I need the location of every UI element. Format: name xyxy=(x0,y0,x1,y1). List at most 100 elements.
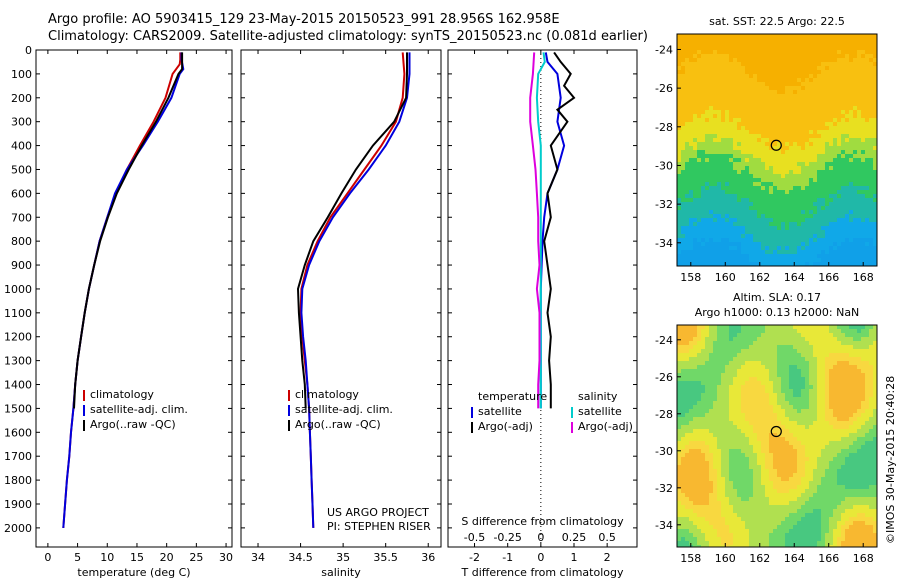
sst-cell xyxy=(721,98,726,103)
sla-cell xyxy=(785,365,790,370)
sst-cell xyxy=(697,138,702,143)
sla-cell xyxy=(773,429,778,434)
sst-cell xyxy=(841,86,846,91)
sst-cell xyxy=(737,74,742,79)
sst-cell xyxy=(813,50,818,55)
sst-cell xyxy=(845,110,850,115)
sla-cell xyxy=(677,445,682,450)
sst-cell xyxy=(681,166,686,171)
sst-cell xyxy=(817,146,822,151)
sla-cell xyxy=(849,385,854,390)
sst-cell xyxy=(677,82,682,87)
sst-cell xyxy=(833,254,838,259)
sst-cell xyxy=(753,150,758,155)
sst-cell xyxy=(849,258,854,263)
sla-cell xyxy=(821,333,826,338)
sst-cell xyxy=(773,170,778,175)
sst-cell xyxy=(801,178,806,183)
sst-cell xyxy=(789,34,794,39)
sst-cell xyxy=(705,34,710,39)
sst-cell xyxy=(745,46,750,51)
depth-tick-label: 700 xyxy=(11,211,32,224)
sst-cell xyxy=(813,242,818,247)
sla-cell xyxy=(725,425,730,430)
sst-cell xyxy=(773,150,778,155)
legend-group-title: salinity xyxy=(578,390,618,403)
sst-cell xyxy=(837,262,842,266)
sst-cell xyxy=(869,98,874,103)
sst-cell xyxy=(737,134,742,139)
lon-tick-label: 162 xyxy=(749,271,770,284)
sla-cell xyxy=(725,453,730,458)
sla-cell xyxy=(749,357,754,362)
sst-cell xyxy=(797,110,802,115)
sst-cell xyxy=(701,230,706,235)
sst-cell xyxy=(869,238,874,243)
sst-cell xyxy=(717,206,722,211)
sst-cell xyxy=(769,190,774,195)
sla-cell xyxy=(737,425,742,430)
sst-cell xyxy=(721,38,726,43)
sst-cell xyxy=(717,54,722,59)
sla-cell xyxy=(781,389,786,394)
sst-cell xyxy=(717,250,722,255)
sst-cell xyxy=(713,198,718,203)
sla-cell xyxy=(861,373,866,378)
sla-cell xyxy=(677,437,682,442)
sst-cell xyxy=(781,150,786,155)
sst-cell xyxy=(705,134,710,139)
sst-cell xyxy=(721,74,726,79)
sst-cell xyxy=(733,210,738,215)
sst-cell xyxy=(861,238,866,243)
sst-cell xyxy=(689,126,694,131)
sla-cell xyxy=(721,345,726,350)
sst-cell xyxy=(761,162,766,167)
sla-cell xyxy=(689,441,694,446)
sst-cell xyxy=(701,98,706,103)
sst-cell xyxy=(853,118,858,123)
sst-cell xyxy=(773,250,778,255)
salinity-diff-axis-label: S difference from climatology xyxy=(461,515,624,528)
sla-cell xyxy=(733,333,738,338)
sst-cell xyxy=(689,182,694,187)
salinity-xlabel: salinity xyxy=(321,566,361,579)
sst-cell xyxy=(781,62,786,67)
sst-cell xyxy=(765,226,770,231)
sst-cell xyxy=(849,142,854,147)
sst-cell xyxy=(841,130,846,135)
sst-cell xyxy=(773,38,778,43)
sst-cell xyxy=(773,122,778,127)
sla-cell xyxy=(769,333,774,338)
sst-cell xyxy=(765,38,770,43)
sla-cell xyxy=(781,405,786,410)
sst-cell xyxy=(845,34,850,39)
sla-cell xyxy=(753,373,758,378)
sst-cell xyxy=(773,94,778,99)
sla-cell xyxy=(693,381,698,386)
sst-cell xyxy=(721,150,726,155)
sst-cell xyxy=(829,178,834,183)
sst-cell xyxy=(873,38,877,43)
sst-cell xyxy=(705,118,710,123)
sla-cell xyxy=(853,461,858,466)
sla-cell xyxy=(693,421,698,426)
salinity-plot-frame xyxy=(240,49,442,548)
sst-cell xyxy=(865,154,870,159)
sst-cell xyxy=(809,238,814,243)
sla-cell xyxy=(741,357,746,362)
sst-cell xyxy=(777,226,782,231)
sst-cell xyxy=(809,74,814,79)
sst-cell xyxy=(753,74,758,79)
sst-cell xyxy=(761,134,766,139)
sla-cell xyxy=(745,417,750,422)
sla-cell xyxy=(857,461,862,466)
sst-cell xyxy=(805,250,810,255)
sst-cell xyxy=(817,126,822,131)
sst-cell xyxy=(769,226,774,231)
sla-cell xyxy=(733,381,738,386)
sla-cell xyxy=(761,433,766,438)
sst-cell xyxy=(785,78,790,83)
sla-cell xyxy=(785,329,790,334)
sst-cell xyxy=(805,62,810,67)
depth-tick-label: 1800 xyxy=(4,474,32,487)
